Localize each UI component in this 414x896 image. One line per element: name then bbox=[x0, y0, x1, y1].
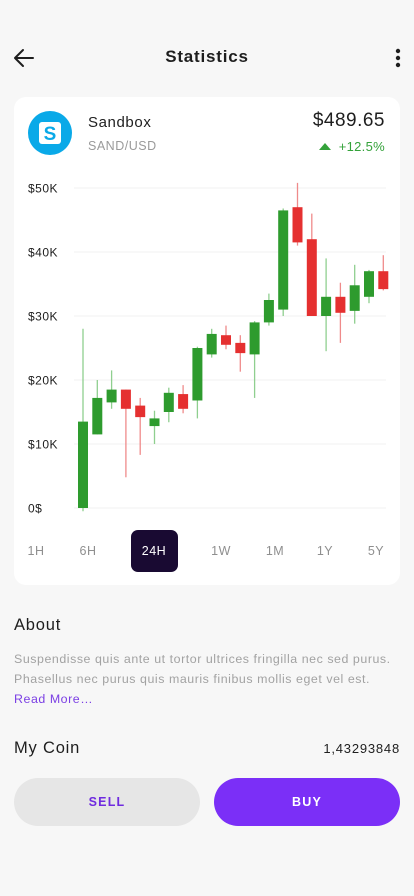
read-more-link[interactable]: Read More… bbox=[14, 692, 94, 706]
candle-body bbox=[163, 392, 174, 412]
coin-name: Sandbox bbox=[88, 114, 152, 131]
candle-body bbox=[364, 271, 374, 297]
y-tick-label: $20K bbox=[28, 374, 58, 388]
candle-up bbox=[78, 328, 88, 512]
candle-up bbox=[206, 328, 217, 358]
candle-body bbox=[263, 300, 274, 323]
candle-body bbox=[178, 394, 189, 409]
price-change-value: +12.5% bbox=[338, 139, 385, 154]
page-title: Statistics bbox=[165, 47, 249, 66]
candle-up bbox=[364, 269, 374, 304]
time-range-selector: 1H 6H 24H 1W 1M 1Y 5Y bbox=[14, 530, 400, 572]
candle-down bbox=[335, 282, 346, 343]
candle-down bbox=[292, 182, 303, 246]
y-tick-label: $40K bbox=[28, 246, 58, 260]
sell-button[interactable]: SELL bbox=[14, 778, 200, 826]
candle-body bbox=[78, 421, 88, 508]
candle-body bbox=[306, 239, 317, 316]
candlestick-chart: $50K $40K $30K $20K $10K 0$ bbox=[28, 182, 389, 516]
candle-body bbox=[92, 397, 103, 435]
candle-up bbox=[278, 208, 289, 316]
y-tick-label: $10K bbox=[28, 438, 58, 452]
my-coin-label: My Coin bbox=[14, 739, 81, 757]
range-tab-1m[interactable]: 1M bbox=[265, 544, 285, 558]
candle-body bbox=[249, 322, 260, 355]
candle-body bbox=[335, 296, 346, 313]
candle-body bbox=[135, 405, 146, 418]
candle-up bbox=[106, 370, 117, 409]
candle-body bbox=[378, 271, 389, 290]
range-tab-1y[interactable]: 1Y bbox=[316, 544, 334, 558]
back-button[interactable] bbox=[8, 40, 40, 76]
candle-up bbox=[92, 380, 103, 435]
coin-pair: SAND/USD bbox=[88, 139, 157, 153]
about-title: About bbox=[14, 616, 62, 634]
about-text: Suspendisse quis ante ut tortor ultrices… bbox=[14, 649, 400, 709]
candle-down bbox=[135, 397, 146, 455]
candle-body bbox=[106, 389, 117, 403]
chart-card: S Sandbox SAND/USD $489.65 +12.5% $50K $4… bbox=[14, 97, 400, 585]
candle-body bbox=[235, 342, 246, 354]
price-change: +12.5% bbox=[318, 139, 385, 154]
candle-down bbox=[235, 335, 246, 372]
y-tick-label: $50K bbox=[28, 182, 58, 196]
coin-price: $489.65 bbox=[312, 110, 385, 131]
range-tab-1w[interactable]: 1W bbox=[211, 544, 231, 558]
candle-body bbox=[349, 285, 360, 311]
candle-up bbox=[163, 387, 174, 423]
sandbox-logo-icon: S bbox=[28, 111, 72, 155]
candle-body bbox=[278, 210, 289, 310]
header: Statistics bbox=[0, 30, 414, 86]
candle-down bbox=[378, 255, 389, 291]
arrow-left-icon bbox=[14, 49, 34, 67]
candle-body bbox=[321, 296, 332, 316]
about-description: Suspendisse quis ante ut tortor ultrices… bbox=[14, 652, 391, 686]
candle-body bbox=[221, 335, 231, 345]
candle-down bbox=[221, 325, 231, 350]
range-tab-5y[interactable]: 5Y bbox=[367, 544, 385, 558]
my-coin-value: 1,43293848 bbox=[323, 741, 400, 756]
candle-up bbox=[249, 321, 260, 398]
candle-up bbox=[149, 410, 160, 444]
svg-text:S: S bbox=[44, 124, 57, 145]
candle-body bbox=[192, 348, 203, 401]
trend-up-icon bbox=[318, 143, 331, 150]
buy-button[interactable]: BUY bbox=[214, 778, 400, 826]
more-options-button[interactable] bbox=[386, 40, 410, 76]
y-tick-label: $30K bbox=[28, 310, 58, 324]
candle-down bbox=[120, 389, 131, 478]
candle-up bbox=[263, 293, 274, 326]
range-tab-1h[interactable]: 1H bbox=[27, 544, 45, 558]
candle-down bbox=[178, 385, 189, 414]
candle-body bbox=[120, 389, 131, 409]
candle-body bbox=[292, 207, 303, 243]
candle-body bbox=[206, 333, 217, 355]
candle-up bbox=[349, 264, 360, 324]
range-tab-24h[interactable]: 24H bbox=[130, 530, 178, 572]
more-vertical-icon bbox=[395, 48, 401, 68]
candle-body bbox=[149, 418, 160, 427]
candle-up bbox=[192, 346, 203, 419]
y-tick-label: 0$ bbox=[28, 502, 42, 516]
range-tab-6h[interactable]: 6H bbox=[79, 544, 97, 558]
candle-down bbox=[306, 213, 317, 316]
candle-up bbox=[321, 258, 332, 352]
